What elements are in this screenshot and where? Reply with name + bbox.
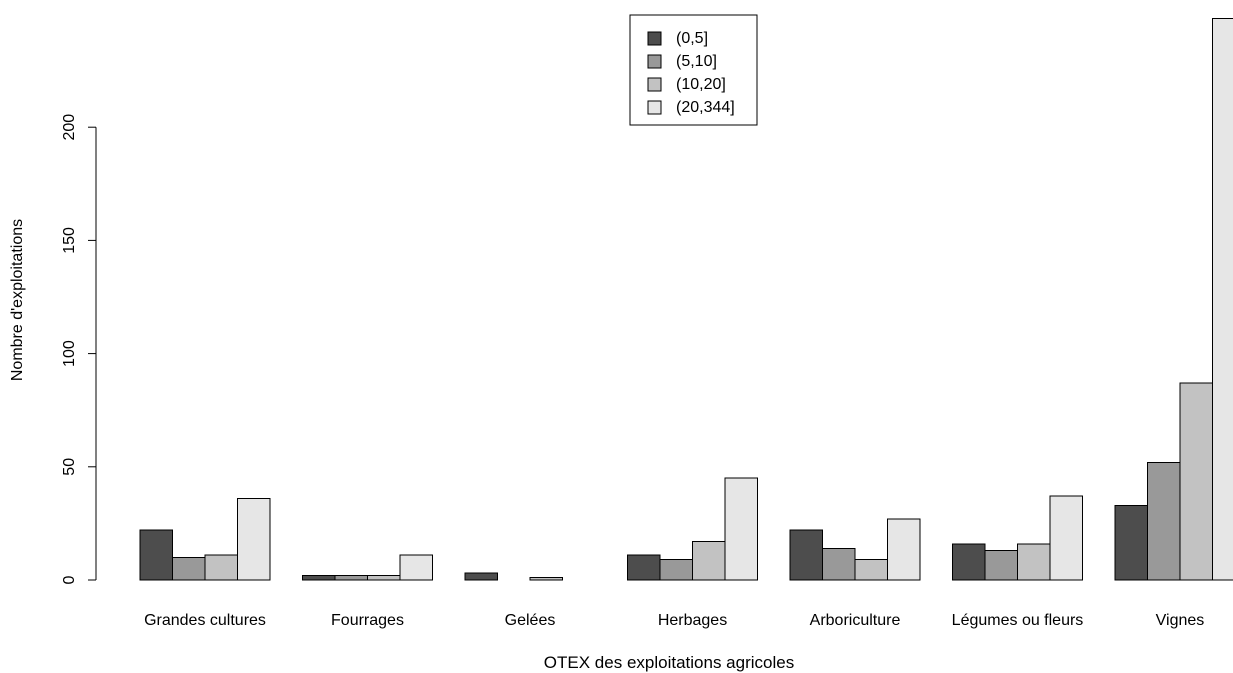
x-category-label-3: Herbages bbox=[658, 612, 727, 629]
x-axis-title: OTEX des exploitations agricoles bbox=[544, 653, 794, 672]
bar-3-0 bbox=[627, 554, 661, 581]
bar-3-3 bbox=[724, 477, 758, 581]
legend-swatch-1 bbox=[647, 54, 662, 69]
bars-layer bbox=[139, 18, 1233, 581]
y-tick-label-150: 150 bbox=[61, 227, 78, 254]
y-axis-title: Nombre d'exploitations bbox=[9, 219, 26, 381]
bar-2-0 bbox=[464, 572, 498, 581]
bar-1-3 bbox=[399, 554, 433, 581]
x-category-label-2: Gelées bbox=[505, 612, 556, 629]
bar-1-1 bbox=[334, 574, 368, 581]
y-tick-label-100: 100 bbox=[61, 340, 78, 367]
x-category-label-1: Fourrages bbox=[331, 612, 404, 629]
bar-3-2 bbox=[692, 541, 726, 581]
legend-label-0: (0,5] bbox=[676, 30, 708, 47]
bar-5-2 bbox=[1017, 543, 1051, 581]
axes-layer bbox=[88, 126, 97, 581]
bar-4-0 bbox=[789, 529, 823, 581]
bar-2-2 bbox=[529, 577, 563, 581]
bar-3-1 bbox=[659, 559, 693, 581]
x-category-label-0: Grandes cultures bbox=[144, 612, 266, 629]
bar-5-1 bbox=[984, 550, 1018, 581]
bar-0-3 bbox=[237, 497, 271, 581]
y-tick-label-50: 50 bbox=[61, 458, 78, 476]
legend-swatch-3 bbox=[647, 100, 662, 115]
bar-6-3 bbox=[1212, 18, 1233, 581]
legend-label-2: (10,20] bbox=[676, 76, 726, 93]
labels-layer: 0 50 100 150 200 Grandes cultures Fourrages Gel… bbox=[61, 114, 1204, 629]
x-category-label-6: Vignes bbox=[1156, 612, 1205, 629]
y-tick-label-200: 200 bbox=[61, 114, 78, 141]
bar-6-0 bbox=[1114, 504, 1148, 581]
bar-0-1 bbox=[172, 556, 206, 581]
y-tick-label-0: 0 bbox=[61, 575, 78, 584]
x-category-label-5: Légumes ou fleurs bbox=[952, 612, 1084, 629]
bar-1-0 bbox=[302, 574, 336, 581]
bar-6-1 bbox=[1147, 461, 1181, 581]
legend-label-3: (20,344] bbox=[676, 99, 735, 116]
bar-1-2 bbox=[367, 574, 401, 581]
bar-5-3 bbox=[1049, 495, 1083, 581]
bar-6-2 bbox=[1179, 382, 1213, 581]
bar-0-0 bbox=[139, 529, 173, 581]
bar-4-1 bbox=[822, 547, 856, 581]
legend-swatch-2 bbox=[647, 77, 662, 92]
legend-swatch-0 bbox=[647, 31, 662, 46]
bar-0-2 bbox=[204, 554, 238, 581]
bar-5-0 bbox=[952, 543, 986, 581]
legend: (0,5] (5,10] (10,20] (20,344] bbox=[629, 14, 758, 126]
legend-label-1: (5,10] bbox=[676, 53, 717, 70]
bar-4-2 bbox=[854, 559, 888, 581]
x-category-label-4: Arboriculture bbox=[810, 612, 901, 629]
bar-4-3 bbox=[887, 518, 921, 581]
